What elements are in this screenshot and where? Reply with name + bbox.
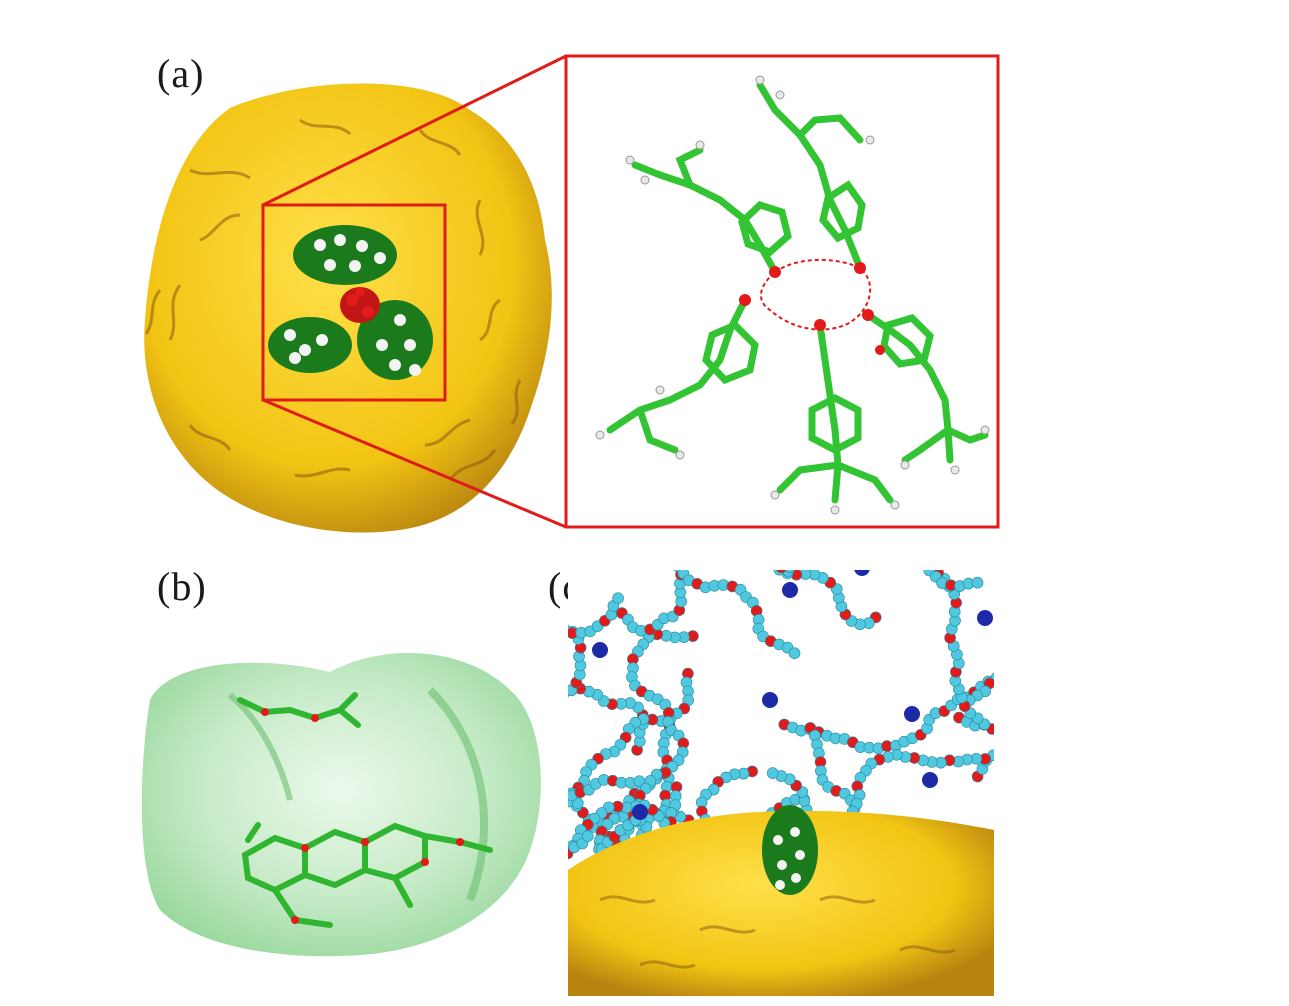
- polymer-bead: [766, 767, 779, 779]
- translucent-surface-b: [141, 652, 541, 957]
- ion-sphere: [904, 706, 920, 722]
- panel-label-a: (a): [157, 51, 205, 96]
- polymer-bead: [784, 557, 795, 568]
- polymer-bead: [776, 550, 787, 561]
- panel-label-b: (b): [157, 564, 207, 609]
- polymer-bead: [776, 570, 787, 574]
- inset-frame: [564, 54, 1000, 529]
- protein-surface-a: [144, 83, 552, 533]
- polymer-bead: [784, 557, 795, 568]
- ion-sphere: [854, 570, 870, 576]
- polymer-bead: [612, 592, 624, 605]
- polymer-bead: [788, 647, 801, 660]
- ion-sphere: [922, 772, 938, 788]
- polymer-bead: [783, 558, 794, 569]
- polymer-bead: [581, 830, 594, 843]
- zoom-indicator: [261, 54, 1000, 529]
- polymer-bead: [784, 554, 795, 565]
- connector-top: [262, 54, 567, 207]
- ion-sphere: [632, 804, 648, 820]
- polymer-bead: [782, 557, 793, 568]
- connector-bottom: [262, 398, 567, 529]
- polymer-bead: [571, 797, 584, 810]
- polymer-bead: [775, 553, 786, 564]
- polymer-bead: [568, 690, 570, 698]
- ion-sphere: [762, 692, 778, 708]
- spacefill-scene-c: [568, 550, 994, 996]
- bound-ligand-a: [268, 225, 433, 380]
- polymer-bead: [774, 552, 785, 563]
- ion-sphere: [592, 642, 608, 658]
- bound-ligand-c: [762, 805, 818, 895]
- ion-sphere: [977, 610, 993, 626]
- polymer-bead: [783, 553, 794, 564]
- surface-texture: [144, 118, 522, 481]
- polymer-bead: [568, 793, 569, 800]
- polymer-bead: [971, 576, 984, 589]
- polymer-bead: [785, 570, 796, 573]
- polymer-bead: [775, 557, 786, 568]
- polymer-bead: [778, 570, 785, 571]
- polymer-bead: [776, 553, 787, 564]
- highlight-box: [261, 203, 447, 402]
- polymer-bead: [673, 570, 683, 572]
- ion-sphere: [782, 582, 798, 598]
- stick-model-inset: [595, 75, 990, 515]
